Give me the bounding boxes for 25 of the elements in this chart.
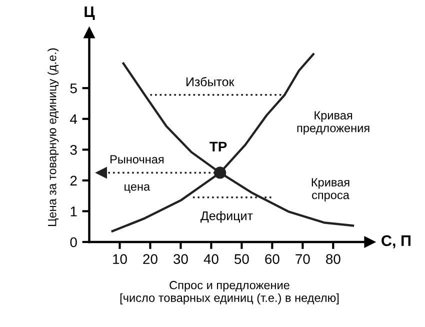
y-tick-label: 4	[70, 114, 78, 124]
x-tick-label: 70	[296, 254, 310, 264]
x-tick-label: 80	[326, 254, 340, 264]
x-tick-label: 60	[265, 254, 280, 264]
annotation: Рыночная	[110, 155, 164, 164]
annotation: ТР	[210, 142, 227, 152]
x-axis-title: Спрос и предложение [число товарных единиц (т.е.) в неделю]	[120, 280, 339, 304]
text: Ц	[84, 6, 95, 20]
y-tick-label: 5	[70, 84, 77, 94]
annotation: Дефицит	[200, 211, 253, 223]
x-tick-label: 10	[113, 254, 127, 264]
x-tick-label: 20	[143, 254, 158, 264]
y-tick-label: 0	[70, 237, 77, 248]
text: С, П	[382, 235, 410, 248]
x-tick-label: 40	[204, 254, 218, 264]
annotation: цена	[124, 184, 150, 193]
annotation: Кривая спроса	[312, 178, 350, 202]
annotation: Кривая предложения	[297, 111, 370, 135]
y-tick-label: 2	[70, 176, 77, 186]
y-tick-label: 3	[70, 144, 77, 155]
x-tick-label: 50	[234, 254, 249, 264]
annotation: Избыток	[186, 76, 234, 86]
y-tick-label: 1	[70, 206, 77, 216]
y-axis-title: Цена за товарную единицу (д.е.)	[48, 48, 59, 226]
x-tick-label: 30	[174, 254, 188, 264]
